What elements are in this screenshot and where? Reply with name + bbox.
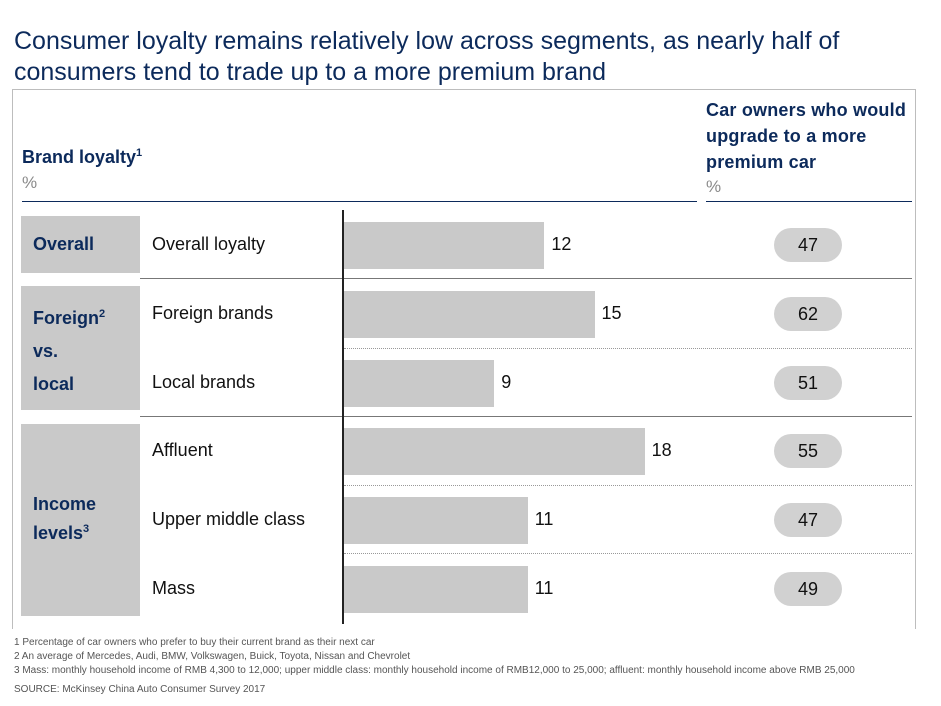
loyalty-value: 18 xyxy=(651,440,672,460)
footnote-3: 3 Mass: monthly household income of RMB … xyxy=(14,665,855,676)
brand-loyalty-label: Brand loyalty xyxy=(22,147,137,167)
loyalty-bar xyxy=(344,360,495,407)
source-note: SOURCE: McKinsey China Auto Consumer Sur… xyxy=(14,684,266,695)
chart-frame xyxy=(12,89,916,629)
footnote-2: 2 An average of Mercedes, Audi, BMW, Vol… xyxy=(14,651,411,662)
upgrade-pill: 62 xyxy=(774,297,842,331)
row-label: Overall loyalty xyxy=(152,234,266,254)
loyalty-value: 11 xyxy=(534,578,554,598)
segment-block-foreign-local xyxy=(21,286,140,410)
row-label: Mass xyxy=(152,578,196,598)
chart-axis-line xyxy=(342,210,344,624)
upgrade-pill: 47 xyxy=(774,503,842,537)
footnote-marker-1: 1 xyxy=(136,147,143,159)
loyalty-value: 15 xyxy=(601,303,622,323)
chart-title: Consumer loyalty remains relatively low … xyxy=(14,27,840,86)
segment-label-overall: Overall xyxy=(33,234,95,254)
brand-loyalty-header: Brand loyalty1 % xyxy=(22,147,142,193)
upgrade-header: Car owners who would upgrade to a more p… xyxy=(706,97,916,197)
loyalty-value: 12 xyxy=(551,234,572,254)
upgrade-label: Car owners who would upgrade to a more p… xyxy=(706,100,907,172)
loyalty-bar xyxy=(344,222,545,269)
row-label: Foreign brands xyxy=(152,303,274,323)
loyalty-value: 11 xyxy=(534,509,554,529)
loyalty-bar xyxy=(344,566,528,613)
separator-affluent xyxy=(344,485,912,486)
upgrade-pill: 55 xyxy=(774,434,842,468)
row-label: Local brands xyxy=(152,372,256,392)
separator-overall xyxy=(140,278,912,279)
segment-label-foreign-local: Foreign2 vs. local xyxy=(33,308,106,394)
loyalty-bar xyxy=(344,497,528,544)
separator-foreign-income xyxy=(140,416,912,417)
loyalty-value: 9 xyxy=(501,372,512,392)
upgrade-unit: % xyxy=(706,177,722,196)
segment-block-income xyxy=(21,424,140,616)
separator-upper-middle xyxy=(344,553,912,554)
loyalty-bar xyxy=(344,428,645,475)
footnote-1: 1 Percentage of car owners who prefer to… xyxy=(14,637,375,648)
left-header-rule xyxy=(22,201,697,202)
row-label: Affluent xyxy=(152,440,213,460)
segment-label-income: Income levels3 xyxy=(33,494,97,543)
upgrade-pill: 49 xyxy=(774,572,842,606)
upgrade-pill: 51 xyxy=(774,366,842,400)
brand-loyalty-unit: % xyxy=(22,173,38,192)
segment-block-overall xyxy=(21,216,140,273)
upgrade-pill: 47 xyxy=(774,228,842,262)
loyalty-bar xyxy=(344,291,595,338)
row-label: Upper middle class xyxy=(152,509,306,529)
separator-foreign-local xyxy=(344,348,912,349)
right-header-rule xyxy=(706,201,912,202)
